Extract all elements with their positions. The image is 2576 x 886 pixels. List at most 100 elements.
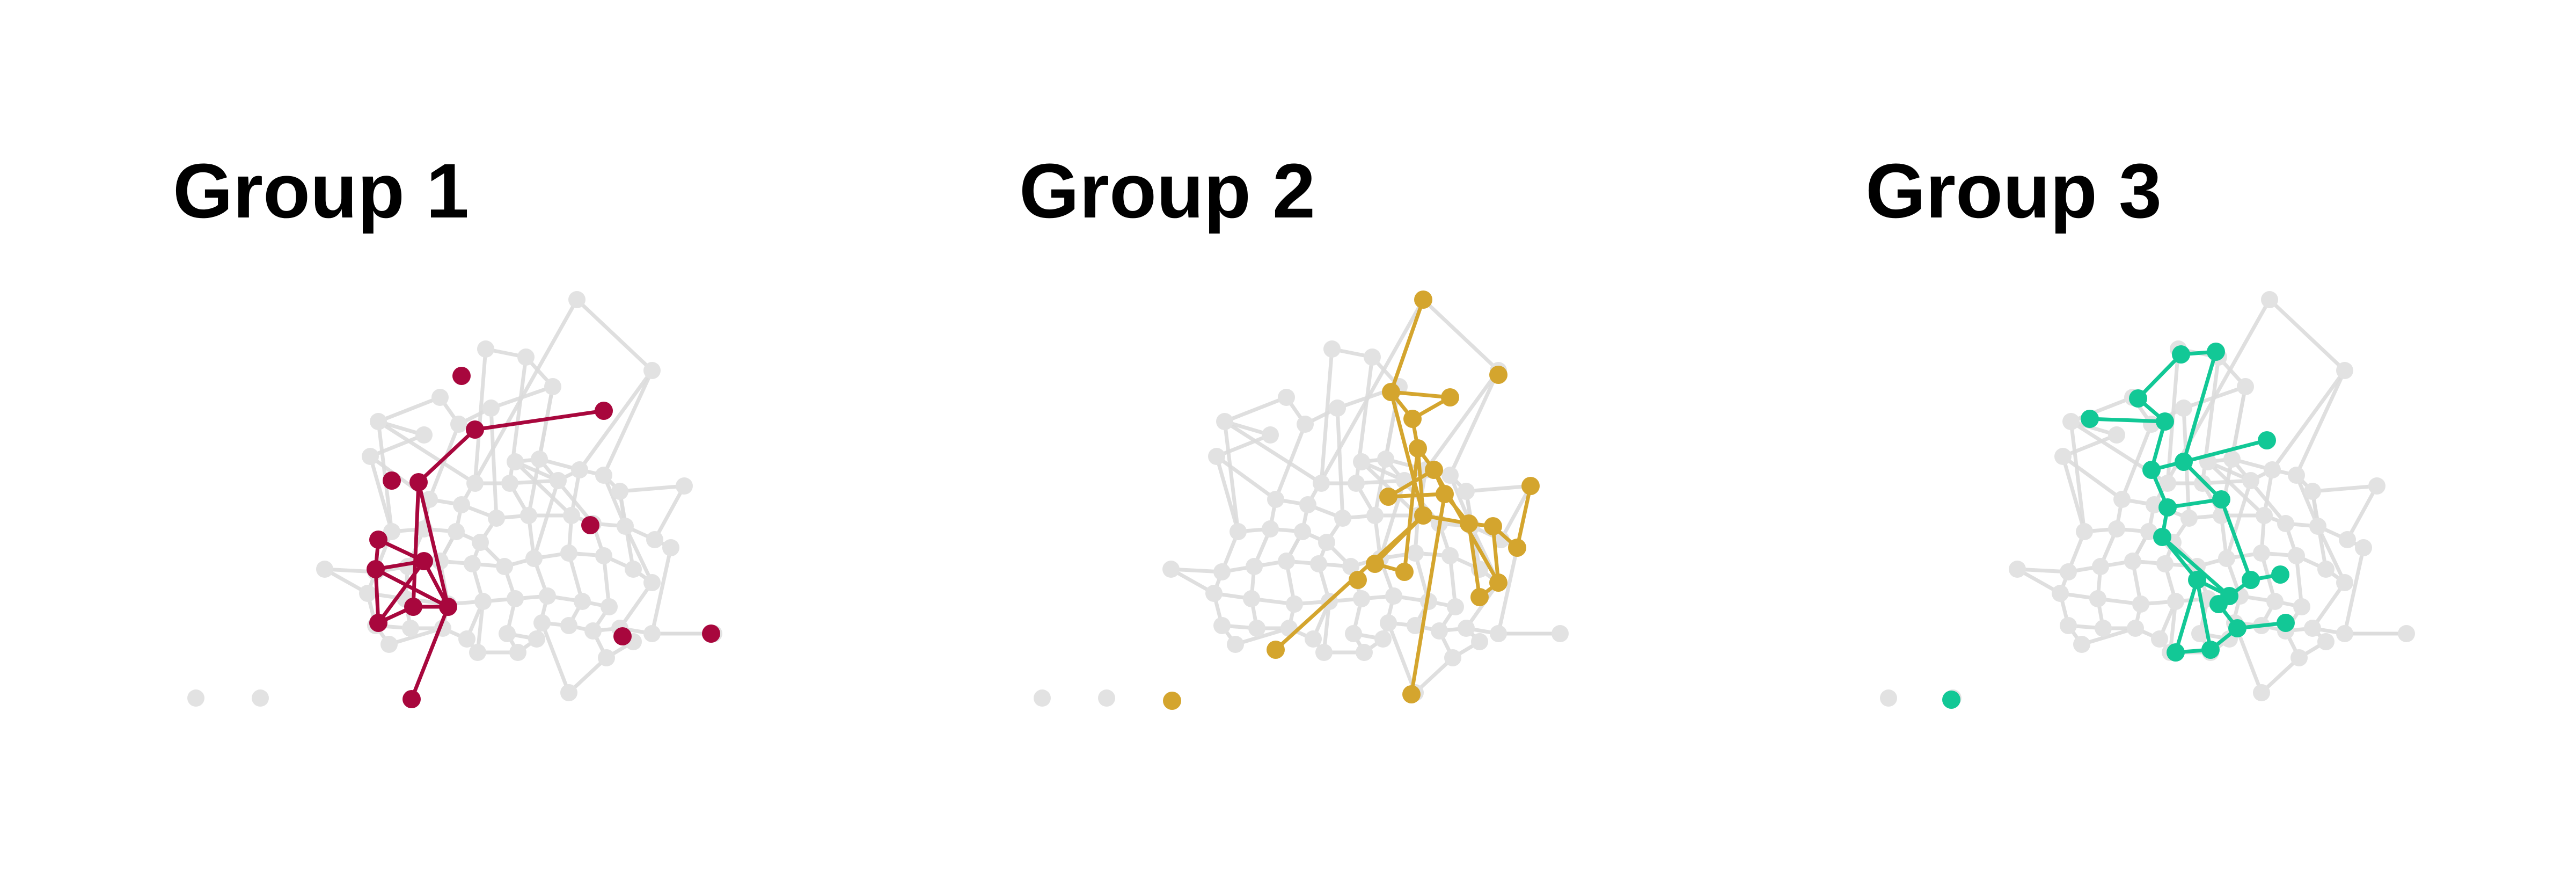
base-node <box>1318 534 1335 551</box>
base-node <box>187 689 204 707</box>
highlight-node <box>402 690 421 708</box>
base-edge <box>618 484 686 493</box>
base-node <box>2054 448 2072 465</box>
highlight-node <box>404 598 422 616</box>
highlight-node <box>2188 571 2206 589</box>
base-node <box>611 483 628 500</box>
base-edge <box>1274 422 1307 502</box>
base-node <box>2277 515 2294 532</box>
base-node <box>2108 426 2125 444</box>
base-node <box>1364 348 1381 366</box>
base-node <box>1299 496 1316 513</box>
highlight-edge <box>1409 492 1447 696</box>
base-node <box>2156 555 2174 572</box>
base-node <box>1315 644 1333 661</box>
base-node <box>550 472 567 489</box>
base-node <box>598 649 615 666</box>
base-node <box>2146 496 2163 513</box>
base-node <box>2288 467 2305 484</box>
base-edge <box>376 395 442 424</box>
base-node <box>1444 649 1461 666</box>
base-node <box>2336 362 2353 379</box>
base-node <box>1407 617 1424 634</box>
highlight-node <box>1489 573 1507 592</box>
base-edge <box>2343 546 2366 636</box>
highlight-node <box>1436 485 1454 503</box>
highlight-node <box>1409 439 1427 457</box>
highlight-node <box>1414 291 1432 309</box>
base-node <box>501 475 518 492</box>
base-node <box>2009 561 2026 578</box>
base-node <box>415 426 433 444</box>
base-node <box>525 550 543 567</box>
highlight-node <box>2271 565 2289 584</box>
base-node <box>2095 620 2112 637</box>
highlight-node <box>2172 345 2190 364</box>
highlight-node <box>383 471 401 490</box>
base-node <box>1407 544 1424 562</box>
base-node <box>560 617 577 634</box>
base-node <box>2336 574 2353 591</box>
base-node <box>316 561 333 578</box>
base-node <box>544 378 561 395</box>
base-node <box>1305 630 1322 648</box>
base-edge <box>1496 546 1519 636</box>
base-edge <box>1378 478 1407 561</box>
base-node <box>1374 630 1392 648</box>
base-node <box>601 598 618 615</box>
base-edge <box>1223 395 1289 424</box>
base-edge <box>1464 484 1533 493</box>
base-node <box>539 587 556 605</box>
highlight-node <box>2242 571 2260 589</box>
base-edge <box>368 433 426 459</box>
base-node <box>464 555 481 572</box>
base-node <box>2060 563 2077 580</box>
base-edge <box>1214 454 1278 502</box>
highlight-node <box>2153 528 2171 546</box>
highlight-nodes <box>1942 343 2295 709</box>
highlight-edge <box>1416 446 1425 518</box>
base-node <box>676 477 693 495</box>
base-node <box>2355 539 2372 556</box>
base-node <box>499 625 516 642</box>
base-edge <box>513 460 574 518</box>
base-edge <box>1223 419 1323 485</box>
base-edge <box>387 626 445 647</box>
base-node <box>2264 461 2281 478</box>
highlight-node <box>2258 431 2276 449</box>
base-edge <box>2310 580 2347 630</box>
base-node <box>617 518 634 535</box>
base-node <box>469 644 486 661</box>
base-edge <box>2310 484 2379 493</box>
highlight-edge <box>409 605 450 701</box>
panel-group-2: Group 2 <box>1019 148 1569 710</box>
highlight-node <box>613 627 632 645</box>
base-node <box>1205 585 1223 602</box>
highlight-edge <box>416 427 477 484</box>
base-node <box>1385 587 1402 605</box>
base-node <box>2132 595 2149 613</box>
base-edge <box>2294 473 2320 528</box>
base-node <box>2237 378 2254 395</box>
base-node <box>466 475 484 492</box>
base-node <box>2368 477 2385 495</box>
base-edge <box>1214 433 1272 459</box>
base-edge <box>577 368 654 472</box>
base-node <box>1213 563 1231 580</box>
highlight-edge <box>1389 390 1452 400</box>
base-edge <box>1233 626 1291 647</box>
base-node <box>1471 633 1488 650</box>
highlight-node <box>1379 488 1397 506</box>
base-node <box>568 291 586 308</box>
base-edge <box>1223 419 1240 534</box>
highlight-node <box>1395 563 1414 581</box>
base-node <box>458 630 475 648</box>
base-node <box>402 620 419 637</box>
base-node <box>1278 389 1295 406</box>
highlight-node <box>2277 614 2295 632</box>
base-node <box>380 636 398 653</box>
base-node <box>1380 614 1397 631</box>
highlight-edge <box>1467 521 1482 599</box>
base-node <box>1162 561 1180 578</box>
